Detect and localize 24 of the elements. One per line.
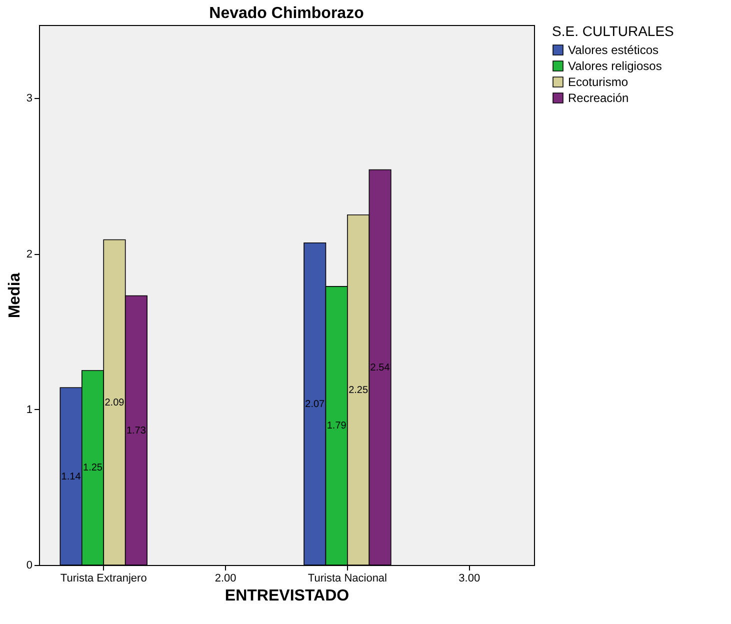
data-label: 2.25 [348,384,368,396]
chart-title: Nevado Chimborazo [209,5,364,22]
y-axis-title: Media [6,272,24,318]
legend-title: S.E. CULTURALES [552,23,674,39]
y-tick-label: 3 [26,92,32,105]
data-label: 2.07 [305,398,326,410]
legend-label: Recreación [568,91,629,105]
x-tick-label: Turista Nacional [308,572,387,584]
legend-label: Ecoturismo [568,75,628,89]
x-tick-label: Turista Extranjero [60,572,147,584]
data-label: 2.09 [104,397,125,408]
legend-label: Valores estéticos [568,43,658,57]
legend-label: Valores religiosos [568,59,662,73]
data-label: 1.73 [126,425,146,436]
y-tick-label: 1 [26,404,32,416]
x-tick-label: 2.00 [214,572,236,584]
x-tick-label: 3.00 [458,572,480,584]
y-tick-label: 0 [26,560,32,572]
data-label: 2.54 [370,362,390,374]
y-tick-label: 2 [26,248,32,260]
data-label: 1.14 [61,471,82,482]
data-label: 1.25 [83,462,103,474]
x-axis-title: ENTREVISTADO [224,588,350,604]
data-label: 1.79 [326,420,347,432]
